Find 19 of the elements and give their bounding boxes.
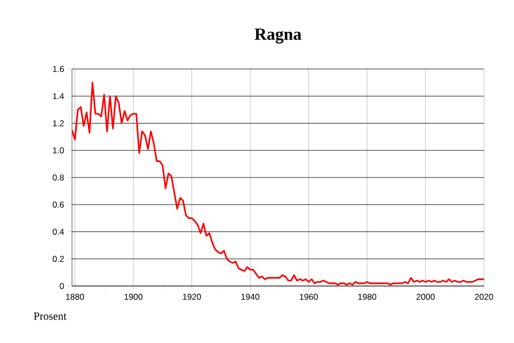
y-axis-title: Prosent (34, 312, 66, 320)
x-tick-label: 1880 (66, 294, 84, 300)
x-tick-label: 1900 (124, 294, 142, 300)
x-tick-label: 1940 (241, 294, 260, 300)
x-tick-label: 2020 (474, 294, 494, 300)
y-tick-label: 0.6 (52, 202, 64, 208)
y-tick-label: 1.2 (53, 120, 64, 126)
y-tick-label: 0.4 (52, 228, 64, 235)
y-tick-label: 1.0 (53, 147, 64, 154)
x-tick-label: 1960 (300, 294, 318, 300)
chart-title: Ragna (254, 28, 302, 44)
y-tick-label: 1.4 (53, 93, 64, 100)
x-tick-label: 1920 (182, 294, 201, 300)
y-tick-label: 0.2 (52, 256, 64, 262)
x-tick-label: 2000 (416, 294, 435, 300)
x-tick-label: 1980 (358, 294, 376, 300)
y-tick-label: 0.8 (52, 174, 64, 181)
y-tick-label: 0 (60, 282, 64, 290)
y-tick-label: 1.6 (53, 66, 64, 72)
